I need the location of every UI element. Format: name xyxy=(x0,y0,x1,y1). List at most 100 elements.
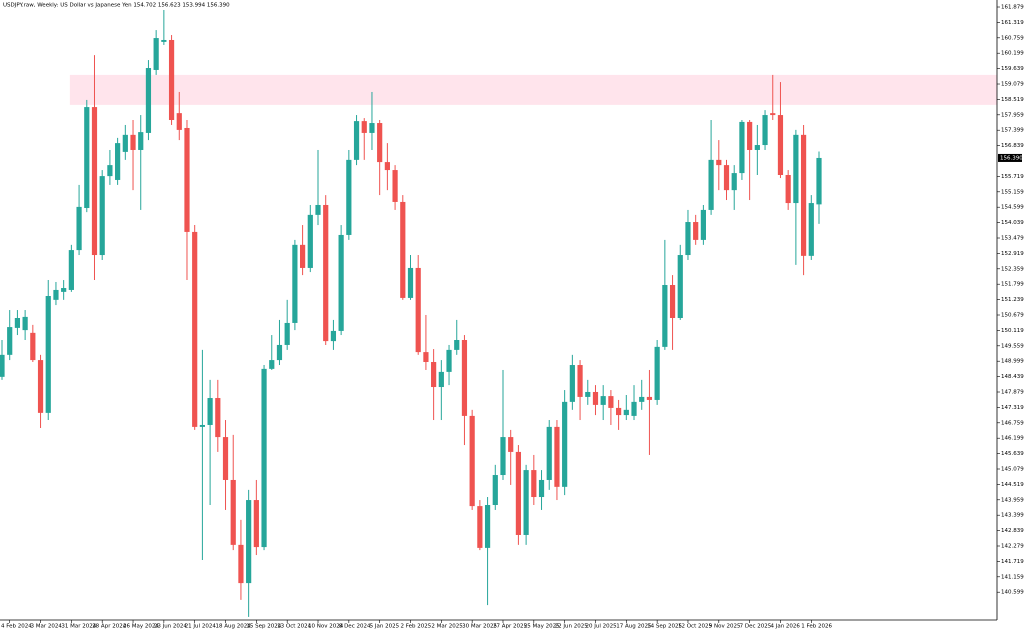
candle-body xyxy=(346,159,352,235)
candle-body xyxy=(292,244,298,323)
x-tick-label: 18 Aug 2024 xyxy=(216,624,252,630)
candle-body xyxy=(654,346,660,400)
candle-body xyxy=(431,362,437,388)
candle-body xyxy=(207,398,213,425)
candle-body xyxy=(523,470,529,535)
candle-body xyxy=(616,407,622,416)
candle-body xyxy=(269,360,275,369)
candle-body xyxy=(700,209,706,240)
chart-title: USDJPY.raw, Weekly: US Dollar vs Japanes… xyxy=(3,3,230,9)
y-tick-label: 150.119 xyxy=(1001,328,1024,334)
candle-body xyxy=(808,203,814,256)
candle-body xyxy=(353,121,360,160)
y-tick-label: 160.199 xyxy=(1001,51,1024,57)
x-tick-label: 26 May 2024 xyxy=(123,624,159,630)
candle-body xyxy=(400,201,406,298)
x-tick-label: 2 Feb 2025 xyxy=(401,624,432,630)
candle-body xyxy=(708,159,714,210)
y-tick-label: 156.839 xyxy=(1001,143,1024,149)
candle-body xyxy=(215,398,221,438)
y-tick-label: 157.959 xyxy=(1001,112,1024,118)
y-tick-label: 159.079 xyxy=(1001,82,1024,88)
candle-body xyxy=(14,318,21,328)
candle-body xyxy=(515,451,522,535)
y-tick-label: 143.959 xyxy=(1001,497,1024,503)
y-tick-label: 141.159 xyxy=(1001,574,1024,580)
candle-body xyxy=(438,371,444,388)
candle-body xyxy=(477,506,483,548)
candle-body xyxy=(484,504,491,548)
y-tick-label: 146.199 xyxy=(1001,436,1024,442)
x-tick-label: 15 Sep 2024 xyxy=(246,624,281,630)
y-tick-label: 149.559 xyxy=(1001,343,1024,349)
y-tick-label: 152.919 xyxy=(1001,251,1024,257)
candle-body xyxy=(261,368,267,548)
candle-body xyxy=(222,437,229,480)
y-tick-label: 159.639 xyxy=(1001,66,1024,72)
candle-body xyxy=(153,38,159,70)
candle-body xyxy=(61,288,67,292)
y-tick-label: 141.719 xyxy=(1001,559,1024,565)
x-tick-label: 27 Apr 2025 xyxy=(493,624,528,630)
candle-body xyxy=(377,123,383,163)
candle-body xyxy=(816,157,822,205)
y-tick-label: 158.519 xyxy=(1001,97,1024,103)
y-tick-label: 152.359 xyxy=(1001,266,1024,272)
y-tick-label: 157.399 xyxy=(1001,128,1024,134)
candle-body xyxy=(161,39,167,42)
candle-body xyxy=(461,340,468,416)
y-tick-label: 148.439 xyxy=(1001,374,1024,380)
y-tick-label: 140.599 xyxy=(1001,590,1024,596)
candle-body xyxy=(754,145,760,150)
candle-body xyxy=(338,234,344,331)
candle-body xyxy=(662,285,668,347)
candle-body xyxy=(531,470,537,498)
y-tick-label: 151.239 xyxy=(1001,297,1024,303)
x-tick-label: 23 Jun 2024 xyxy=(154,624,188,630)
y-tick-label: 160.759 xyxy=(1001,35,1024,41)
x-tick-label: 31 Mar 2024 xyxy=(61,624,96,630)
candle-body xyxy=(230,479,236,545)
candle-body xyxy=(723,165,730,191)
x-tick-label: 21 Jul 2024 xyxy=(185,624,217,630)
candle-body xyxy=(623,409,629,416)
candle-body xyxy=(423,352,429,363)
candle-body xyxy=(639,396,645,402)
candle-body xyxy=(30,332,36,361)
y-tick-label: 146.759 xyxy=(1001,420,1024,426)
candle-body xyxy=(800,134,807,256)
x-tick-label: 5 Jan 2025 xyxy=(370,624,400,630)
last-price-label: 156.390 xyxy=(1000,155,1023,161)
candle-body xyxy=(238,544,244,584)
x-tick-label: 9 Nov 2025 xyxy=(709,624,741,630)
x-tick-label: 10 Nov 2024 xyxy=(308,624,344,630)
y-tick-label: 142.279 xyxy=(1001,543,1024,549)
y-tick-label: 161.319 xyxy=(1001,20,1024,26)
y-tick-label: 148.999 xyxy=(1001,359,1024,365)
candle-body xyxy=(646,396,653,400)
candle-body xyxy=(500,437,506,476)
candle-body xyxy=(176,113,182,130)
candle-body xyxy=(585,391,591,397)
candle-body xyxy=(739,121,745,174)
candle-body xyxy=(84,107,90,209)
candle-body xyxy=(592,391,599,405)
y-tick-label: 153.479 xyxy=(1001,236,1024,242)
candle-body xyxy=(253,500,259,548)
candle-body xyxy=(307,214,313,268)
x-tick-label: 3 Mar 2024 xyxy=(31,624,63,630)
candle-body xyxy=(685,222,691,256)
x-tick-label: 7 Dec 2025 xyxy=(740,624,772,630)
candle-body xyxy=(323,204,329,342)
candle-body xyxy=(192,231,198,427)
x-tick-label: 30 Mar 2025 xyxy=(462,624,497,630)
y-tick-label: 145.079 xyxy=(1001,467,1024,473)
candle-body xyxy=(91,107,98,256)
price-zone xyxy=(69,74,998,105)
candle-body xyxy=(731,173,737,191)
candle-body xyxy=(492,475,498,505)
y-tick-label: 142.839 xyxy=(1001,528,1024,534)
candle-body xyxy=(68,250,74,290)
candle-body xyxy=(546,426,552,480)
